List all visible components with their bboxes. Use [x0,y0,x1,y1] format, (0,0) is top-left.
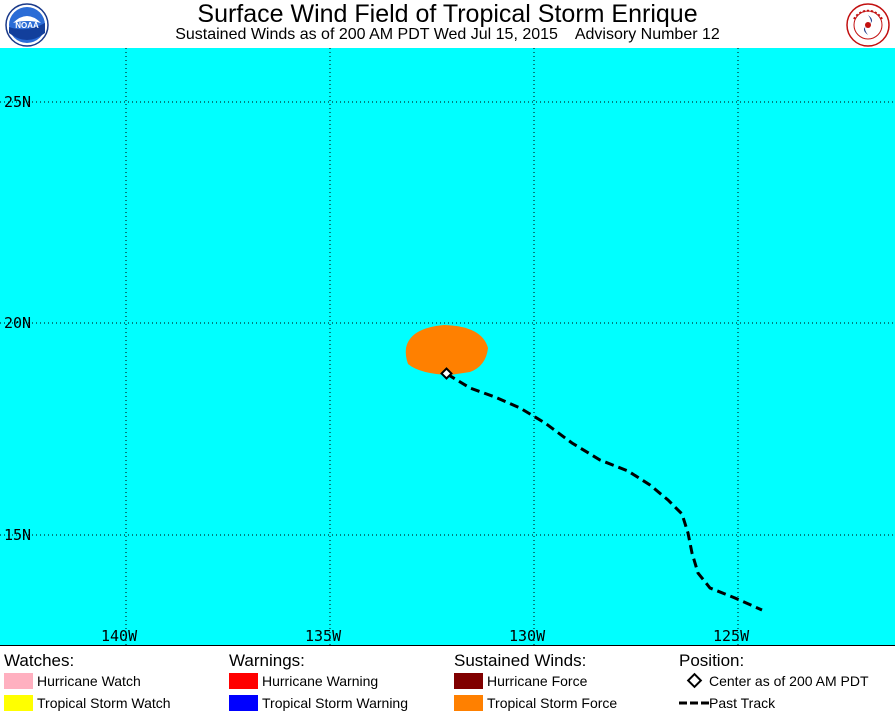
lon-label-135w: 135W [305,627,342,645]
legend-tropical-storm-warning: Tropical Storm Warning [229,695,408,711]
lat-label-25n: 25N [4,93,32,111]
lat-label-20n: 20N [4,314,32,332]
legend-hurricane-force: Hurricane Force [454,673,587,689]
page-title: Surface Wind Field of Tropical Storm Enr… [197,0,698,28]
hurricane-warning-label: Hurricane Warning [262,673,379,689]
past-track-line [446,372,763,612]
legend-center-position: Center as of 200 AM PDT [679,672,869,689]
noaa-logo-icon: NOAA [5,3,49,47]
past-track-label: Past Track [709,695,776,711]
legend-hurricane-warning: Hurricane Warning [229,673,378,689]
svg-text:NOAA: NOAA [15,21,39,30]
tropical-storm-force-wind-field [405,325,488,375]
tropical-storm-warning-label: Tropical Storm Warning [262,695,409,711]
lat-label-15n: 15N [4,526,32,544]
legend-past-track: Past Track [679,695,775,711]
legend-warnings-heading: Warnings: [229,651,305,670]
map-canvas [0,48,895,645]
dashed-line-icon [679,695,709,711]
hurricane-force-swatch [454,673,483,689]
legend-hurricane-watch: Hurricane Watch [4,673,141,689]
nws-logo-icon [846,3,890,47]
page-subtitle: Sustained Winds as of 200 AM PDT Wed Jul… [175,26,720,43]
tropical-storm-force-label: Tropical Storm Force [487,695,618,711]
center-position-label: Center as of 200 AM PDT [709,673,869,689]
hurricane-watch-label: Hurricane Watch [37,673,141,689]
center-diamond-icon [679,672,709,689]
tropical-storm-warning-swatch [229,695,258,711]
legend-tropical-storm-watch: Tropical Storm Watch [4,695,171,711]
tropical-storm-watch-label: Tropical Storm Watch [37,695,171,711]
storm-center-marker [440,367,453,380]
legend-winds-heading: Sustained Winds: [454,651,587,670]
tropical-storm-watch-swatch [4,695,33,711]
legend-position-heading: Position: [679,651,745,670]
lon-label-140w: 140W [101,627,138,645]
tropical-storm-force-swatch [454,695,483,711]
hurricane-warning-swatch [229,673,258,689]
lon-label-125w: 125W [713,627,750,645]
map-area: 25N 20N 15N 140W 135W 130W 125W [0,48,895,645]
hurricane-watch-swatch [4,673,33,689]
hurricane-force-label: Hurricane Force [487,673,588,689]
legend: Watches: Hurricane Watch Tropical Storm … [0,645,895,716]
lon-label-130w: 130W [509,627,546,645]
legend-watches-heading: Watches: [4,651,75,670]
header: NOAA Surface Wind Field of Tropical Stor… [0,0,895,48]
legend-tropical-storm-force: Tropical Storm Force [454,695,617,711]
